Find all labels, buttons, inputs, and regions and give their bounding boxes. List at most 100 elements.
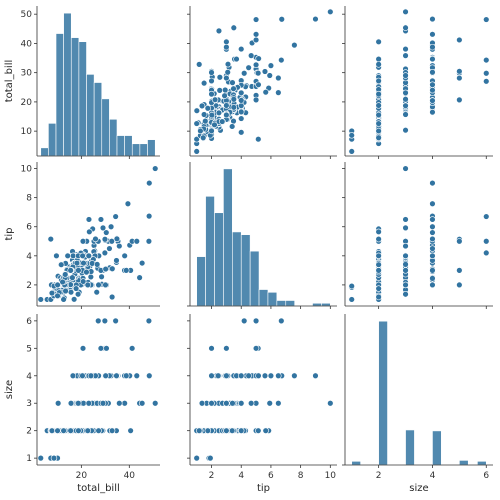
histogram-bar [378,320,388,466]
scatter-point [402,224,409,232]
scatter-point [402,291,409,298]
scatter-point [121,400,128,407]
scatter-point [483,238,490,245]
scatter-point [402,242,409,250]
scatter-point [429,275,436,282]
scatter-point [238,400,245,407]
scatter-point [429,252,436,260]
histogram-bar [214,212,224,307]
x-tick-label: 4 [238,471,244,481]
scatter-point [375,252,382,260]
x-tick-label: 4 [430,471,436,481]
scatter-point [348,282,355,290]
scatter-point [59,278,66,286]
y-tick-label: 2 [26,427,32,437]
histogram-bar [55,33,64,157]
scatter-point [97,345,105,352]
scatter-point [275,74,282,82]
scatter-point [138,400,146,407]
scatter-point [429,108,436,116]
scatter-point [375,228,382,236]
x-tick-label: 2 [376,471,382,481]
scatter-point [197,127,204,135]
scatter-point [429,179,436,187]
scatter-point [127,427,134,434]
scatter-point [113,257,120,264]
scatter-point [275,400,282,407]
scatter-point [87,372,95,379]
x-tick-label: 6 [268,471,274,481]
scatter-point [37,296,44,303]
scatter-point [101,249,109,257]
scatter-point [208,127,215,135]
scatter-point [327,8,334,16]
scatter-point [72,285,80,292]
scatter-point [93,288,100,296]
scatter-point [223,38,230,46]
histogram-bar [86,74,95,157]
scatter-point [375,111,382,119]
scatter-point [128,345,136,352]
scatter-point [312,372,319,379]
y-tick-label: 50 [21,10,33,20]
scatter-point [230,104,238,111]
scatter-point [193,148,200,155]
scatter-point [112,317,119,325]
scatter-point [113,235,121,243]
scatter-point [208,400,215,407]
x-tick-label: 2 [209,471,215,481]
y-tick-label: 10 [21,127,33,137]
scatter-point [116,242,123,250]
scatter-point [261,372,269,379]
scatter-point [54,292,61,300]
histogram-bar [267,291,278,307]
scatter-point [99,400,107,407]
scatter-point [375,261,382,268]
scatter-point [224,69,231,76]
y-tick-label: 5 [26,344,32,354]
scatter-point [275,89,282,96]
y-tick-label: 30 [21,69,33,79]
scatter-point [200,111,208,118]
scatter-point [196,61,203,68]
histogram-bar [312,302,322,307]
scatter-point [262,88,269,96]
scatter-point [402,281,409,289]
scatter-point [238,129,245,136]
scatter-point [223,74,230,82]
scatter-point [230,96,238,103]
scatter-point [216,87,223,94]
scatter-point [86,228,93,236]
histogram-bar [459,460,469,466]
panel-total_bill-vs-total_bill: 10 20 30 40 50 [21,6,160,159]
scatter-point [252,345,260,352]
scatter-point [375,55,382,63]
scatter-point [291,41,298,49]
scatter-point [402,45,409,53]
scatter-point [252,61,260,69]
scatter-point [37,454,44,462]
histogram-bar [101,98,110,157]
scatter-point [255,372,262,379]
scatter-point [124,200,132,207]
scatter-point [60,427,67,434]
scatter-point [53,252,60,260]
scatter-point [211,121,218,129]
histogram-bar [109,118,118,157]
scatter-point [233,55,240,63]
scatter-point [402,8,409,16]
scatter-point [402,72,409,79]
scatter-point [483,213,490,220]
scatter-point [375,293,382,301]
scatter-point [208,372,215,379]
scatter-point [402,96,409,103]
scatter-point [229,400,236,407]
scatter-point [133,238,140,245]
scatter-point [375,267,382,274]
scatter-point [221,92,228,99]
scatter-point [262,427,269,434]
scatter-point [221,86,229,94]
scatter-point [278,16,285,23]
